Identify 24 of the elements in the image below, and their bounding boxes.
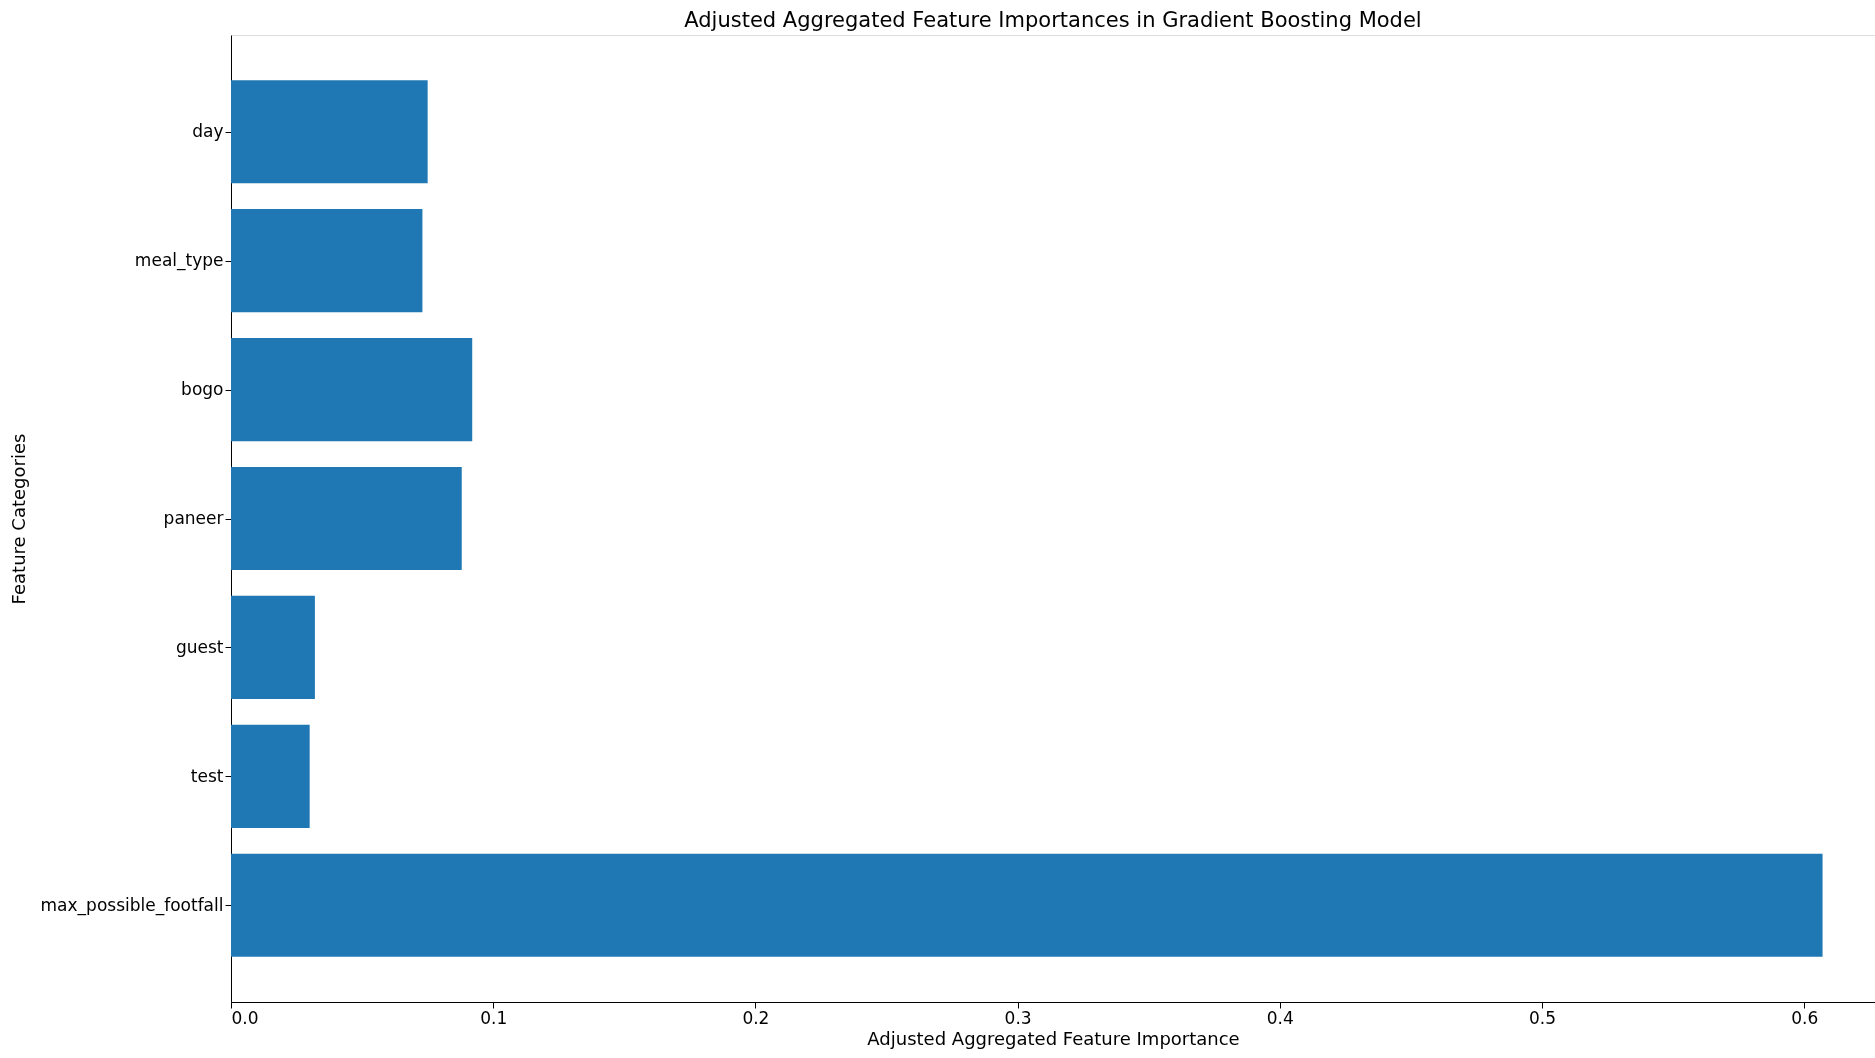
y-tick-label: paneer bbox=[163, 508, 224, 528]
y-tick-label: test bbox=[190, 765, 224, 786]
y-tick-label: day bbox=[192, 121, 224, 142]
x-tick-label: 0.5 bbox=[1528, 1007, 1557, 1028]
chart-title: Adjusted Aggregated Feature Importances in Gradient Boosting Model bbox=[684, 8, 1422, 32]
bar bbox=[231, 466, 462, 571]
y-tick-label: guest bbox=[175, 636, 224, 657]
x-tick-label: 0.3 bbox=[1004, 1007, 1032, 1028]
x-tick-label: 0.1 bbox=[480, 1007, 508, 1028]
x-tick-label: 0.4 bbox=[1266, 1007, 1294, 1028]
y-tick-label: max_possible_footfall bbox=[40, 894, 224, 916]
x-tick-label: 0.0 bbox=[231, 1007, 259, 1028]
bar bbox=[231, 80, 428, 184]
bar bbox=[231, 209, 423, 313]
x-tick-label: 0.2 bbox=[742, 1007, 770, 1028]
y-tick-label: bogo bbox=[181, 379, 224, 400]
y-tick-label: meal_type bbox=[134, 250, 224, 272]
x-tick-label: 0.6 bbox=[1791, 1007, 1819, 1028]
y-axis-title: Feature Categories bbox=[7, 433, 29, 605]
x-axis-title: Adjusted Aggregated Feature Importance bbox=[867, 1027, 1240, 1049]
bar bbox=[231, 724, 310, 828]
bar bbox=[231, 595, 315, 700]
bar bbox=[231, 337, 473, 442]
bar bbox=[231, 853, 1823, 957]
